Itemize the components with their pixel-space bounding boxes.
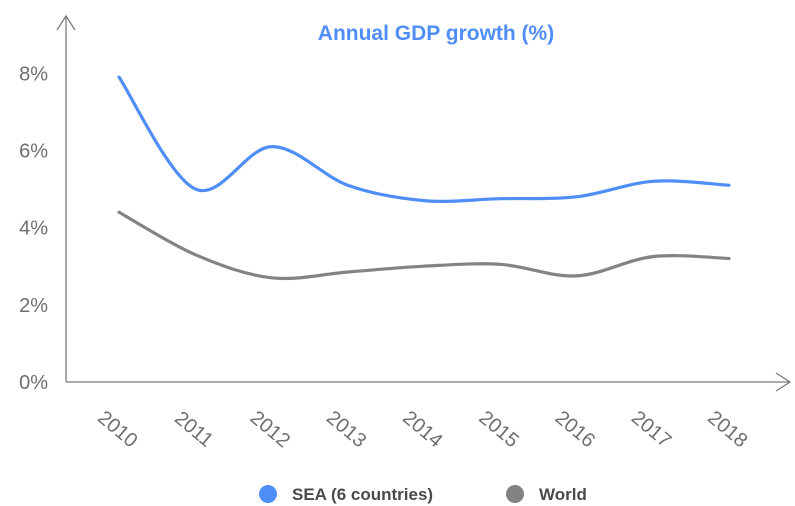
legend-label: SEA (6 countries)	[292, 485, 433, 504]
x-tick-label: 2015	[475, 407, 523, 452]
x-tick-label: 2018	[703, 407, 751, 452]
legend-marker-icon	[506, 485, 524, 503]
legend-marker-icon	[259, 485, 277, 503]
y-tick-label: 0%	[19, 372, 48, 394]
x-tick-label: 2016	[551, 407, 599, 452]
x-tick-label: 2013	[322, 407, 370, 452]
series-lines	[117, 75, 731, 281]
y-tick-label: 6%	[19, 140, 48, 162]
legend: SEA (6 countries) World	[259, 485, 587, 504]
x-axis	[66, 372, 792, 392]
y-axis-arrow-icon	[56, 14, 76, 31]
series-line-world	[117, 210, 731, 281]
y-tick-label: 2%	[19, 295, 48, 317]
x-tick-label: 2017	[627, 407, 675, 452]
x-tick-labels: 2010 2011 2012 2013 2014 2015 2016 2017 2018	[93, 407, 751, 452]
x-tick-label: 2014	[398, 407, 446, 452]
legend-label: World	[539, 485, 587, 504]
y-tick-label: 8%	[19, 63, 48, 85]
y-axis	[56, 14, 76, 382]
x-tick-label: 2010	[93, 407, 141, 452]
x-axis-arrow-icon	[775, 372, 792, 392]
y-tick-label: 4%	[19, 218, 48, 240]
x-tick-label: 2011	[170, 407, 217, 452]
y-tick-labels: 0% 2% 4% 6% 8%	[19, 63, 48, 394]
chart-title: Annual GDP growth (%)	[318, 22, 554, 45]
series-line-sea-6-countries	[117, 75, 731, 203]
x-tick-label: 2012	[246, 407, 294, 452]
